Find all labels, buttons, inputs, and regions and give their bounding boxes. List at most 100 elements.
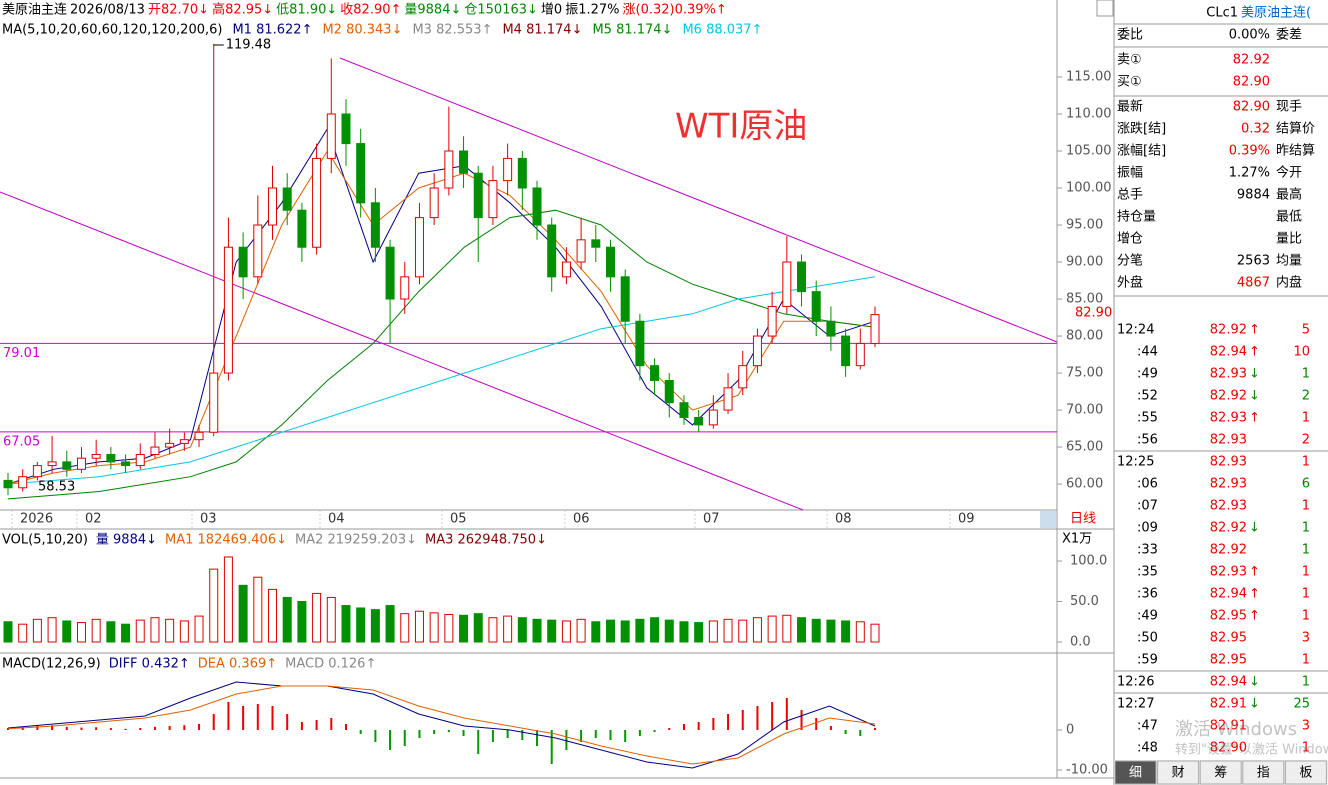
trade-volume: 10 [1293,345,1310,360]
trade-volume: 1 [1302,609,1310,624]
candle-body [32,465,42,478]
candle-body [664,379,674,404]
candle-body [135,453,145,467]
annotation: WTI原油 [675,107,807,147]
tab-label[interactable]: 筹 [1214,765,1227,781]
candle-body [605,246,615,278]
x-tick-label: 08 [835,512,852,527]
legend-item: 高82.95↓ [212,2,273,18]
candle-body [385,246,395,300]
candle-body [18,476,28,489]
candle-body [738,365,748,389]
tab[interactable] [1157,760,1200,785]
volume-bar [459,614,469,643]
tab-label[interactable]: 细 [1129,766,1142,781]
y-tick-label: 50.0 [1070,594,1099,609]
volume-bar [723,618,733,643]
volume-bar [18,623,28,643]
candle-body [694,416,704,426]
legend-item: MA1 182469.406↓ [165,533,287,548]
tab-label[interactable]: 财 [1172,766,1185,781]
trade-time: 12:24 [1117,323,1154,338]
quote-label: 振幅 [1117,166,1143,181]
volume-bar [635,618,645,643]
trade-time: :33 [1137,543,1158,558]
tab-label[interactable]: 板 [1299,766,1312,781]
trade-time: 12:25 [1117,455,1154,470]
candle-body [429,187,439,219]
trade-price: 82.91 [1210,697,1247,712]
quote-label: 涨幅[结] [1117,144,1166,159]
trade-time: :09 [1137,521,1158,536]
scroll-box[interactable] [1040,511,1056,528]
y-tick-label: 60.00 [1066,477,1103,492]
volume-bar [547,619,557,643]
y-tick-label: 85.00 [1066,292,1103,307]
candle-body [253,224,263,278]
trade-arrow: ↑ [1249,565,1260,580]
legend-item: 美原油主连 [2,2,67,18]
trade-time: :47 [1137,719,1158,734]
trade-volume: 1 [1302,543,1310,558]
trade-price: 82.92 [1210,521,1247,536]
candle-body [341,113,351,145]
quote-label: 总手 [1117,188,1143,203]
trade-volume: 1 [1302,653,1310,668]
candle-body [238,246,248,278]
volume-bar [797,617,807,643]
y-tick-label: 0 [1066,723,1074,738]
candle-body [532,187,542,226]
quote-label: 现手 [1276,100,1302,115]
volume-bar [135,619,145,643]
volume-unit: X1万 [1062,532,1092,547]
tab[interactable] [1199,760,1242,785]
candle-body [870,314,880,344]
high-label: 119.48 [226,38,272,53]
legend-item: 收82.90↑ [340,3,401,18]
trade-time: :49 [1137,609,1158,624]
x-tick-label: 05 [450,512,467,527]
trade-arrow: ↑ [1249,587,1260,602]
ma-line [7,276,876,485]
volume-bar [356,607,366,643]
trade-price: 82.94 [1210,587,1247,602]
trade-price: 82.95 [1210,631,1247,646]
trade-volume: 1 [1302,367,1310,382]
trade-price: 82.93 [1210,565,1247,580]
y-tick-label: 110.00 [1066,106,1112,121]
volume-bar [782,614,792,643]
candle-body [3,479,13,489]
candle-body [841,335,851,367]
trade-time: :44 [1137,345,1158,360]
tab[interactable] [1242,760,1285,785]
tab[interactable] [1114,760,1157,785]
trade-time: :48 [1137,741,1158,756]
volume-bar [870,623,880,643]
legend-item: M3 82.553↑ [412,23,492,38]
x-tick-label: 03 [200,512,217,527]
volume-bar [664,619,674,643]
volume-bar [855,621,865,643]
candle-body [459,150,469,174]
toggle-box[interactable] [1096,0,1114,17]
tab[interactable] [1284,760,1327,785]
volume-bar [194,615,204,643]
trade-volume: 1 [1302,521,1310,536]
candle-body [106,453,116,463]
y-tick-label: 0.0 [1070,635,1091,650]
volume-bar [370,609,380,643]
quote-value: 9884 [1237,188,1270,203]
trade-price: 82.93 [1210,411,1247,426]
trade-arrow: ↑ [1249,411,1260,426]
y-tick-label: 105.00 [1066,144,1112,159]
trade-time: :55 [1137,411,1158,426]
quote-label: 内盘 [1276,275,1302,291]
tab-label[interactable]: 指 [1257,766,1270,781]
volume-bar [165,618,175,643]
x-tick-label: 02 [85,512,102,527]
quote-value: 82.90 [1233,100,1270,115]
volume-bar [650,617,660,643]
watermark: 激活 Windows [1175,719,1297,740]
